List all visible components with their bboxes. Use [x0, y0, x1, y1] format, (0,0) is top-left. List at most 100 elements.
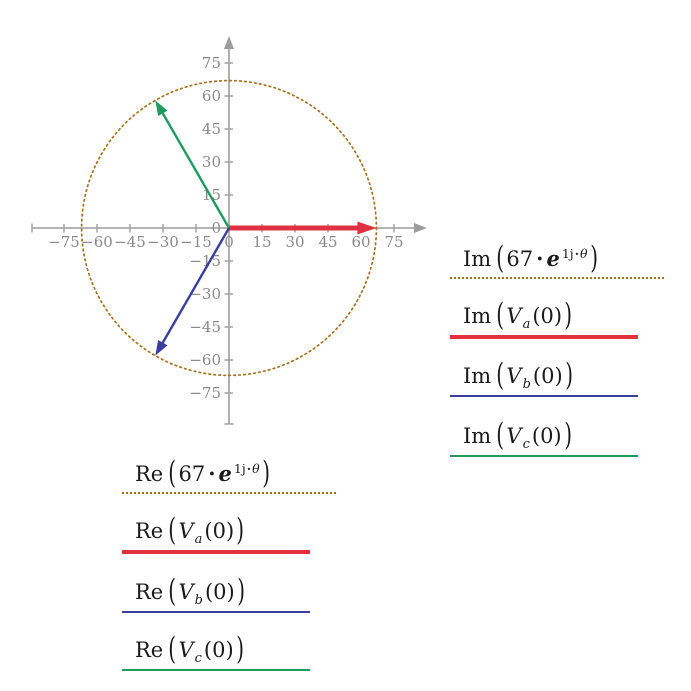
function-arg: (0)	[531, 424, 562, 448]
y-tick-label: −30	[189, 285, 221, 303]
exp-imag-unit: 1j	[561, 246, 574, 261]
x-tick-label: 60	[351, 233, 370, 251]
legend-line-vb	[122, 611, 310, 613]
y-tick-label: −75	[189, 384, 221, 402]
open-paren: (	[496, 357, 505, 393]
legend-line-vb	[450, 395, 638, 397]
legend-expression: Im(Vb(0))	[450, 358, 638, 395]
legend-line-va	[450, 335, 638, 339]
x-tick-label: −75	[48, 233, 80, 251]
x-tick-label: −45	[114, 233, 146, 251]
phase-subscript: b	[194, 593, 203, 608]
phasor-vector-b	[160, 227, 231, 345]
voltage-var: V	[506, 364, 522, 388]
y-tick-label: 75	[202, 54, 221, 72]
voltage-var: V	[178, 638, 194, 662]
phase-subscript: c	[522, 437, 530, 452]
im-label: Im	[463, 364, 492, 388]
voltage-var: V	[178, 580, 194, 604]
legend-line-circle	[450, 277, 664, 279]
magnitude-value: 67	[178, 462, 206, 486]
multiply-dot: ·	[208, 461, 216, 486]
legend-row-circle-re: Re(67 · e 1j·θ)	[122, 455, 336, 494]
im-label: Im	[463, 247, 492, 271]
y-tick-label: 15	[202, 186, 221, 204]
legend-expression: Re(Va(0))	[122, 513, 310, 550]
exp-multiply-dot: ·	[246, 461, 252, 476]
close-paren: )	[564, 297, 573, 333]
x-tick-label: 45	[318, 233, 337, 251]
magnitude-value: 67	[506, 247, 534, 271]
close-paren: )	[589, 240, 598, 276]
legend-row-vc-re: Re(Vc(0))	[122, 632, 310, 671]
open-paren: (	[168, 512, 177, 548]
exp-imag-unit: 1j	[233, 461, 246, 476]
legend-line-vc	[122, 669, 310, 671]
phasor-plot: −75 −60 −45 −30 −15 0 15 30 45 60 75−75−60−45−30−1…	[31, 36, 427, 425]
open-paren: (	[496, 417, 505, 453]
x-tick-label: 75	[384, 233, 403, 251]
close-paren: )	[236, 573, 245, 609]
function-arg: (0)	[532, 304, 563, 328]
phasor-vector-c	[160, 111, 231, 229]
phasor-arrowhead-icon	[357, 221, 377, 235]
close-paren: )	[236, 512, 245, 548]
y-tick-label: 60	[202, 87, 221, 105]
legend-expression: Re(67 · e 1j·θ)	[122, 455, 336, 492]
exp-theta: θ	[252, 461, 260, 476]
legend-expression: Re(Vc(0))	[122, 632, 310, 669]
x-tick-label: −15	[180, 233, 212, 251]
x-axis-arrow-icon	[414, 223, 427, 233]
legend-expression: Im(67 · e 1j·θ)	[450, 240, 664, 277]
im-label: Im	[463, 304, 492, 328]
legend-line-va	[122, 550, 310, 554]
y-tick-label: 45	[202, 120, 221, 138]
function-arg: (0)	[203, 638, 234, 662]
x-tick-label: 30	[285, 233, 304, 251]
exp-multiply-dot: ·	[574, 246, 580, 261]
phase-subscript: a	[194, 532, 203, 547]
legend-expression: Im(Va(0))	[450, 298, 638, 335]
phasor-arrowhead-icon	[155, 339, 168, 356]
close-paren: )	[563, 417, 572, 453]
phase-subscript: c	[194, 651, 202, 666]
legend-line-circle	[122, 492, 336, 494]
legend-row-vb-im: Im(Vb(0))	[450, 358, 638, 397]
im-label: Im	[463, 424, 492, 448]
legend-row-va-re: Re(Va(0))	[122, 513, 310, 554]
voltage-var: V	[506, 304, 522, 328]
phase-subscript: b	[522, 377, 531, 392]
open-paren: (	[168, 631, 177, 667]
phasor-arrowhead-icon	[155, 100, 168, 117]
legend-row-va-im: Im(Va(0))	[450, 298, 638, 339]
re-label: Re	[135, 638, 164, 662]
euler-e: e	[218, 461, 232, 486]
y-tick-label: −60	[189, 351, 221, 369]
x-tick-label: 15	[252, 233, 271, 251]
y-axis-arrow-icon	[224, 36, 234, 49]
legend-row-vb-re: Re(Vb(0))	[122, 574, 310, 613]
euler-e: e	[546, 246, 560, 271]
legend-row-circle-im: Im(67 · e 1j·θ)	[450, 240, 664, 279]
open-paren: (	[496, 240, 505, 276]
x-tick-label: −30	[147, 233, 179, 251]
exponent: 1j·θ	[562, 246, 588, 261]
re-label: Re	[135, 519, 164, 543]
legend-line-vc	[450, 455, 638, 457]
close-paren: )	[564, 357, 573, 393]
open-paren: (	[168, 455, 177, 491]
phase-subscript: a	[522, 317, 531, 332]
function-arg: (0)	[204, 580, 235, 604]
legend-expression: Re(Vb(0))	[122, 574, 310, 611]
voltage-var: V	[506, 424, 522, 448]
close-paren: )	[261, 455, 270, 491]
voltage-var: V	[178, 519, 194, 543]
y-tick-label: 30	[202, 153, 221, 171]
y-tick-label: 0	[211, 219, 221, 237]
legend-expression: Im(Vc(0))	[450, 418, 638, 455]
re-label: Re	[135, 462, 164, 486]
close-paren: )	[235, 631, 244, 667]
exponent: 1j·θ	[234, 461, 260, 476]
open-paren: (	[496, 297, 505, 333]
legend-row-vc-im: Im(Vc(0))	[450, 418, 638, 457]
